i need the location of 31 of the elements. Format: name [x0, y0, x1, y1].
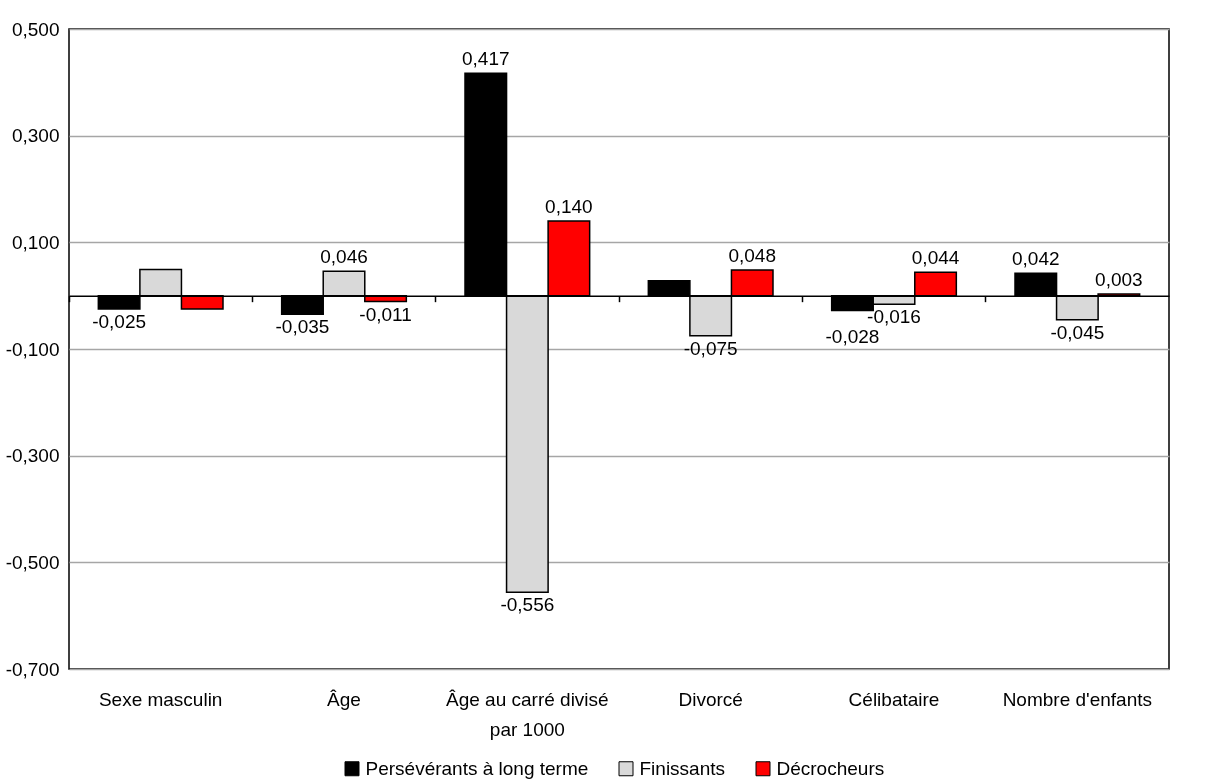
y-tick-label: -0,100: [5, 338, 60, 360]
legend-label: Finissants: [639, 757, 726, 779]
data-label: 0,046: [320, 246, 368, 268]
y-tick-label: -0,700: [5, 658, 60, 680]
data-label: -0,016: [867, 306, 921, 328]
data-label: -0,045: [1050, 321, 1105, 343]
data-label: 0,140: [545, 196, 593, 217]
data-label: -0,011: [359, 303, 412, 325]
y-tick-label: 0,100: [11, 231, 60, 253]
legend-label: Décrocheurs: [776, 757, 885, 779]
y-tick-label: -0,300: [5, 445, 60, 467]
y-tick-label: 0,300: [11, 125, 60, 147]
y-tick-label: 0,500: [11, 18, 60, 40]
data-label: 0,044: [911, 247, 960, 269]
data-label: -0,556: [500, 594, 555, 616]
x-tick-label: Âge: [327, 688, 361, 710]
x-tick-label: Célibataire: [848, 688, 940, 710]
data-label: 0,003: [1095, 269, 1143, 291]
x-tick-label: Nombre d'enfants: [1002, 688, 1153, 710]
x-tick-label: Âge au carré divisé par 1000: [446, 688, 609, 740]
data-label: -0,025: [92, 311, 147, 332]
legend-label: Persévérants à long terme: [365, 757, 589, 779]
data-label: -0,035: [275, 316, 330, 338]
data-label: 0,042: [1012, 248, 1060, 270]
data-label: 0,048: [728, 245, 776, 267]
x-tick-label: Divorcé: [678, 688, 743, 710]
data-label: -0,075: [683, 337, 738, 359]
data-label: 0,417: [462, 48, 510, 70]
data-label: -0,028: [825, 326, 880, 348]
y-tick-label: -0,500: [5, 551, 60, 573]
x-tick-label: Sexe masculin: [98, 688, 223, 710]
